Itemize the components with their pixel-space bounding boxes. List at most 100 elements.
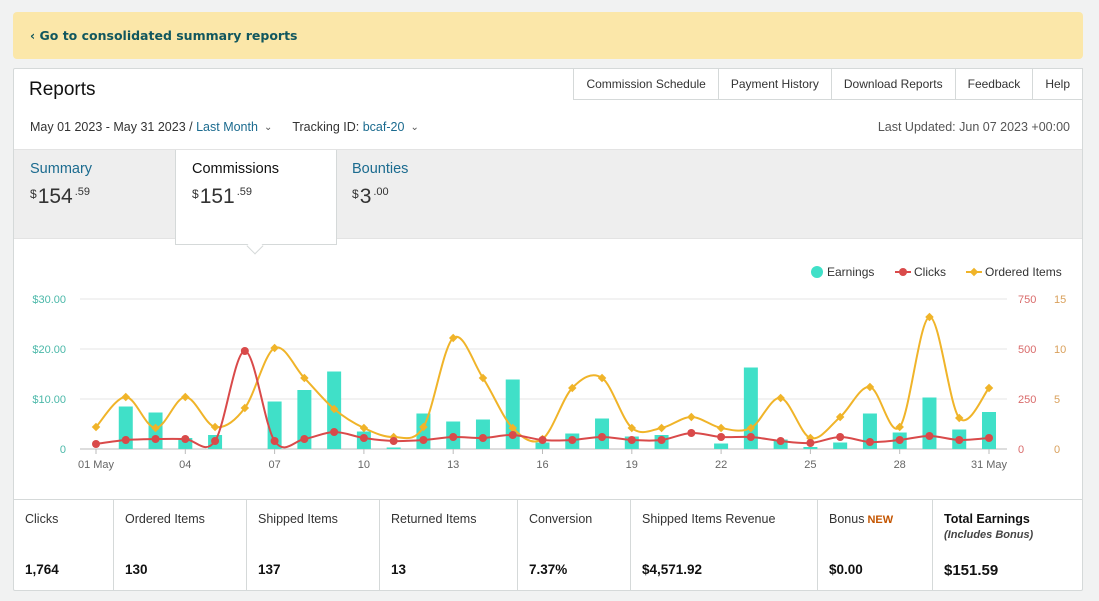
ordered-items-point xyxy=(687,412,696,422)
ordered-items-point xyxy=(300,373,309,383)
ordered-items-point xyxy=(925,312,934,322)
tab-label: Commissions xyxy=(192,161,280,177)
ordered-items-point xyxy=(776,393,785,403)
y-left-tick-label: 0 xyxy=(60,444,66,456)
stat-value: $151.59 xyxy=(944,562,999,579)
stat-value: 13 xyxy=(391,562,407,577)
ordered-items-point xyxy=(865,382,875,392)
stat-bonus: Bonus NEW $0.00 xyxy=(818,500,933,591)
clicks-point xyxy=(92,440,100,448)
earnings-bar xyxy=(386,447,401,449)
clicks-point xyxy=(925,432,934,440)
reports-card: Reports Commission Schedule Payment Hist… xyxy=(13,68,1083,591)
ordered-items-point xyxy=(835,412,845,422)
clicks-point xyxy=(359,434,368,442)
chevron-down-icon[interactable]: ⌄ xyxy=(263,121,273,133)
date-range: May 01 2023 - May 31 2023 / xyxy=(30,120,193,134)
ordered-items-point xyxy=(359,423,369,433)
tab-bounties[interactable]: Bounties $ 3 .00 xyxy=(336,150,496,240)
legend-earnings-marker xyxy=(811,266,823,278)
clicks-point xyxy=(330,428,339,436)
amount-cents: .59 xyxy=(74,186,91,198)
clicks-point xyxy=(538,436,547,444)
payment-history-button[interactable]: Payment History xyxy=(718,68,832,100)
stat-label: Conversion xyxy=(529,512,593,526)
consolidated-reports-banner: ‹ Go to consolidated summary reports xyxy=(13,12,1083,59)
stat-label: Returned Items xyxy=(391,512,477,526)
help-button[interactable]: Help xyxy=(1033,68,1083,100)
tab-label: Summary xyxy=(30,161,93,177)
earnings-bar xyxy=(297,390,312,449)
stat-value: 137 xyxy=(258,562,281,577)
amount-cents: .59 xyxy=(236,186,253,198)
clicks-point xyxy=(478,434,487,442)
tab-amount: $ 154 .59 xyxy=(30,185,158,209)
x-tick-label: 07 xyxy=(268,459,280,471)
earnings-bar xyxy=(267,401,282,449)
tracking-label: Tracking ID: xyxy=(292,120,360,134)
stat-shipped-revenue: Shipped Items Revenue $4,571.92 xyxy=(631,500,818,591)
y-left-tick-label: $30.00 xyxy=(32,294,66,306)
ordered-items-point xyxy=(657,423,666,433)
legend-clicks-label: Clicks xyxy=(914,265,946,279)
earnings-bar xyxy=(982,412,996,449)
stat-clicks: Clicks 1,764 xyxy=(14,500,114,591)
clicks-point xyxy=(776,437,785,445)
x-tick-label: 01 May xyxy=(78,459,115,471)
stat-value: $0.00 xyxy=(829,562,863,577)
clicks-point xyxy=(985,434,993,442)
tab-summary[interactable]: Summary $ 154 .59 xyxy=(14,150,174,240)
ordered-items-point xyxy=(240,403,250,413)
stat-label: Bonus NEW xyxy=(829,512,921,526)
stat-value: 1,764 xyxy=(25,562,59,577)
clicks-point xyxy=(300,435,309,443)
clicks-point xyxy=(955,436,964,444)
ordered-items-point xyxy=(270,343,279,353)
clicks-point xyxy=(181,435,190,443)
summary-tabs: Summary $ 154 .59 Commissions $ 151 .59 … xyxy=(14,149,1082,245)
consolidated-summary-link[interactable]: ‹ Go to consolidated summary reports xyxy=(30,28,298,43)
clicks-point xyxy=(449,433,458,441)
report-toolbar: Commission Schedule Payment History Down… xyxy=(573,68,1083,100)
clicks-point xyxy=(895,436,904,444)
stat-value: 7.37% xyxy=(529,562,568,577)
y-left-tick-label: $10.00 xyxy=(32,394,66,406)
clicks-point xyxy=(568,436,577,444)
y-right2-tick-label: 10 xyxy=(1054,344,1066,356)
bonus-label: Bonus xyxy=(829,512,865,526)
clicks-point xyxy=(806,439,815,447)
stat-label: Clicks xyxy=(25,512,59,526)
legend-ordered-label: Ordered Items xyxy=(985,265,1062,279)
x-tick-label: 04 xyxy=(179,459,191,471)
clicks-point xyxy=(389,437,398,445)
chevron-down-icon[interactable]: ⌄ xyxy=(410,121,419,133)
ordered-items-point xyxy=(121,392,131,402)
ordered-items-point xyxy=(746,423,756,433)
last-updated: Last Updated: Jun 07 2023 +00:00 xyxy=(877,120,1070,134)
stat-returned-items: Returned Items 13 xyxy=(380,500,518,591)
download-reports-button[interactable]: Download Reports xyxy=(831,68,956,100)
commission-schedule-button[interactable]: Commission Schedule xyxy=(573,68,719,100)
x-tick-label: 16 xyxy=(536,459,548,471)
stat-label: Shipped Items xyxy=(258,512,338,526)
x-tick-label: 25 xyxy=(804,459,816,471)
tab-commissions[interactable]: Commissions $ 151 .59 xyxy=(175,150,337,245)
amount-whole: 154 xyxy=(37,185,73,208)
stats-row: Clicks 1,764 Ordered Items 130 Shipped I… xyxy=(14,499,1082,591)
period-dropdown[interactable]: Last Month xyxy=(196,120,258,134)
feedback-button[interactable]: Feedback xyxy=(955,68,1034,100)
ordered-items-point xyxy=(329,404,339,414)
ordered-items-point xyxy=(508,423,517,433)
earnings-bar xyxy=(803,447,818,449)
clicks-point xyxy=(865,438,874,446)
stat-label: Ordered Items xyxy=(125,512,205,526)
y-right1-tick-label: 750 xyxy=(1018,294,1036,306)
clicks-point xyxy=(419,436,428,444)
stat-total-earnings: Total Earnings (Includes Bonus) $151.59 xyxy=(933,500,1082,591)
legend-earnings-label: Earnings xyxy=(827,265,874,279)
y-right1-tick-label: 0 xyxy=(1018,444,1024,456)
clicks-point xyxy=(151,435,160,443)
y-right1-tick-label: 500 xyxy=(1018,344,1036,356)
stat-sublabel: (Includes Bonus) xyxy=(944,529,1034,541)
tracking-id-dropdown[interactable]: bcaf-20 xyxy=(362,120,405,134)
